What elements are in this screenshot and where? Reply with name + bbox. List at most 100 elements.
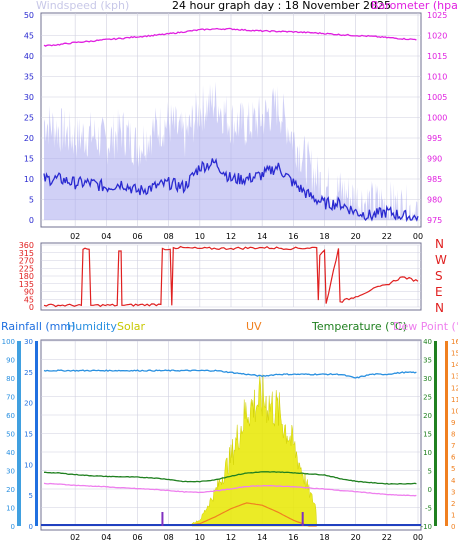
hour-tick-label: 04 xyxy=(101,232,111,241)
temperature-tick-label: 30 xyxy=(423,375,432,383)
uv-tick-label: 15 xyxy=(451,350,458,358)
rainfall-tick-label: 5 xyxy=(29,492,33,500)
humidity-tick-label: 0 xyxy=(11,523,15,531)
rainfall-tick-label: 10 xyxy=(24,461,33,469)
windspeed-tick-label: 10 xyxy=(24,175,34,184)
uv-tick-label: 0 xyxy=(451,523,455,531)
windspeed-tick-label: 40 xyxy=(24,52,34,61)
windspeed-tick-label: 35 xyxy=(24,73,34,82)
chart-title: 24 hour graph day : 18 November 2025 xyxy=(172,0,391,12)
humidity-tick-label: 40 xyxy=(6,449,15,457)
barometer-tick-label: 1020 xyxy=(427,32,447,41)
uv-tick-label: 3 xyxy=(451,488,455,496)
hour-tick-label: 16 xyxy=(288,533,298,542)
hour-tick-label: 22 xyxy=(382,533,392,542)
barometer-tick-label: 1025 xyxy=(427,11,447,20)
hour-tick-label: 06 xyxy=(132,533,142,542)
windspeed-tick-label: 5 xyxy=(29,196,34,205)
barometer-series-line xyxy=(43,27,417,47)
hour-tick-label: 10 xyxy=(195,232,205,241)
temperature-axis-bar xyxy=(434,341,437,526)
temperature-tick-label: 5 xyxy=(428,468,432,476)
temperature-tick-label: 10 xyxy=(423,449,432,457)
rainfall-tick-label: 30 xyxy=(24,338,33,346)
hour-tick-label: 06 xyxy=(132,232,142,241)
uv-tick-label: 4 xyxy=(451,477,456,485)
hour-tick-label: 08 xyxy=(164,232,174,241)
hour-tick-label: 14 xyxy=(257,232,267,241)
uv-tick-label: 12 xyxy=(451,384,458,392)
hour-tick-label: 02 xyxy=(70,232,80,241)
hour-tick-label: 04 xyxy=(101,533,111,542)
barometer-tick-label: 975 xyxy=(427,216,442,225)
barometer-tick-label: 1015 xyxy=(427,52,447,61)
wind-direction-series-line xyxy=(43,245,419,308)
uv-axis-bar xyxy=(445,341,448,526)
barometer-tick-label: 990 xyxy=(427,155,442,164)
temperature-tick-label: 25 xyxy=(423,394,432,402)
direction-tick-label: 90 xyxy=(24,288,34,297)
barometer-tick-label: 985 xyxy=(427,175,442,184)
humidity-tick-label: 70 xyxy=(6,394,15,402)
temperature-tick-label: 20 xyxy=(423,412,432,420)
gust-series-area xyxy=(44,81,418,220)
rainfall-tick-label: 15 xyxy=(24,431,33,439)
temperature-tick-label: 0 xyxy=(428,486,432,494)
barometer-axis-label: Barometer (hpa) xyxy=(371,0,458,12)
hour-tick-label: 00 xyxy=(413,232,423,241)
temperature-tick-label: -5 xyxy=(425,505,432,513)
windspeed-tick-label: 50 xyxy=(24,11,34,20)
hour-tick-label: 20 xyxy=(351,533,361,542)
direction-tick-label: 225 xyxy=(19,264,34,273)
dewpoint-series-line xyxy=(43,482,417,497)
hour-tick-label: 00 xyxy=(413,533,423,542)
uv-tick-label: 10 xyxy=(451,407,458,415)
direction-tick-label: 45 xyxy=(24,295,34,304)
uv-tick-label: 8 xyxy=(451,431,455,439)
humidity-series-line xyxy=(43,369,417,379)
direction-tick-label: 360 xyxy=(19,241,34,250)
uv-series-line xyxy=(191,502,317,527)
temperature-series-line xyxy=(44,471,417,485)
barometer-tick-label: 995 xyxy=(427,134,442,143)
direction-tick-label: 180 xyxy=(19,272,34,281)
humidity-tick-label: 50 xyxy=(6,431,15,439)
windspeed-series-line xyxy=(43,157,419,223)
hour-tick-label: 16 xyxy=(288,232,298,241)
humidity-axis-bar xyxy=(17,341,21,526)
temperature-tick-label: -10 xyxy=(421,523,432,531)
hour-tick-label: 20 xyxy=(351,232,361,241)
windspeed-tick-label: 0 xyxy=(29,216,34,225)
temperature-tick-label: 35 xyxy=(423,357,432,365)
uv-tick-label: 11 xyxy=(451,396,458,404)
temperature-tick-label: 15 xyxy=(423,431,432,439)
hour-tick-label: 10 xyxy=(195,533,205,542)
barometer-tick-label: 1000 xyxy=(427,114,447,123)
barometer-tick-label: 1010 xyxy=(427,73,447,82)
temperature-tick-label: 40 xyxy=(423,338,432,346)
humidity-tick-label: 80 xyxy=(6,375,15,383)
hour-tick-label: 02 xyxy=(70,533,80,542)
windspeed-tick-label: 45 xyxy=(24,32,34,41)
hour-tick-label: 18 xyxy=(319,232,329,241)
uv-tick-label: 14 xyxy=(451,361,458,369)
humidity-tick-label: 20 xyxy=(6,486,15,494)
humidity-tick-label: 60 xyxy=(6,412,15,420)
hour-tick-label: 14 xyxy=(257,533,267,542)
windspeed-tick-label: 30 xyxy=(24,93,34,102)
direction-letter-n-bottom: N xyxy=(435,301,444,315)
hour-tick-label: 22 xyxy=(382,232,392,241)
uv-tick-label: 7 xyxy=(451,442,455,450)
windspeed-tick-label: 25 xyxy=(24,114,34,123)
rainfall-axis-bar xyxy=(35,341,38,526)
direction-tick-label: 270 xyxy=(19,257,34,266)
hour-tick-label: 08 xyxy=(164,533,174,542)
legend-dewpoint: Dew Point (°C) xyxy=(393,320,458,333)
direction-letter-w: W xyxy=(435,253,447,267)
uv-tick-label: 13 xyxy=(451,373,458,381)
direction-tick-label: 315 xyxy=(19,249,34,258)
humidity-tick-label: 10 xyxy=(6,505,15,513)
direction-letter-e: E xyxy=(435,285,443,299)
uv-tick-label: 6 xyxy=(451,454,456,462)
hour-tick-label: 12 xyxy=(226,232,236,241)
